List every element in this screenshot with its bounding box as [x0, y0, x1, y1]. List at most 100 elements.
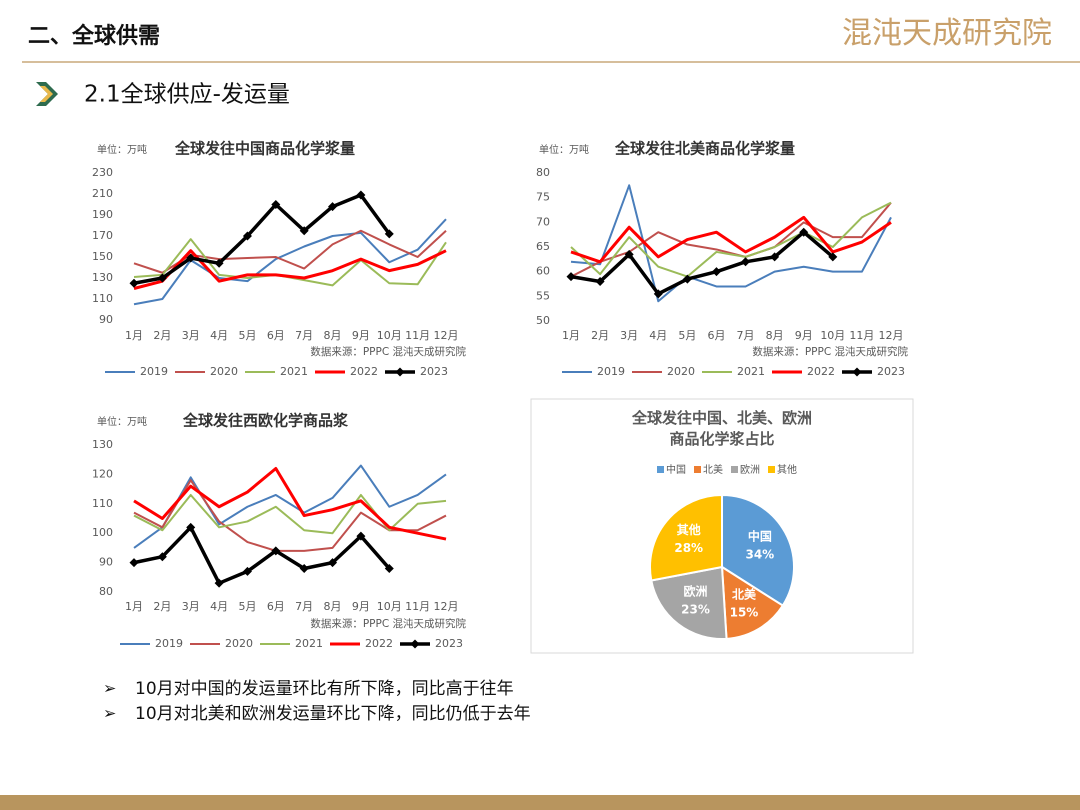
- legend-swatch: [768, 466, 775, 473]
- point-marker: [157, 273, 167, 283]
- x-tick-label: 7月: [737, 329, 755, 342]
- point-marker: [828, 252, 838, 262]
- series-line: [570, 230, 834, 296]
- legend-label: 2019: [155, 637, 183, 650]
- y-tick-label: 130: [92, 438, 113, 451]
- x-tick-label: 9月: [352, 600, 370, 613]
- x-tick-label: 5月: [238, 329, 256, 342]
- y-tick-label: 55: [536, 289, 550, 302]
- point-marker: [384, 563, 394, 573]
- legend-swatch: [657, 466, 664, 473]
- series-line: [133, 525, 391, 585]
- point-marker: [299, 226, 309, 236]
- series-line: [133, 193, 391, 285]
- legend-swatch: [731, 466, 738, 473]
- point-marker: [566, 272, 576, 282]
- series-line: [570, 201, 892, 278]
- pie-frame: [530, 398, 914, 654]
- legend-label: 2023: [420, 365, 448, 378]
- series-line: [570, 184, 892, 303]
- point-marker: [328, 202, 338, 212]
- point-marker: [328, 558, 338, 568]
- x-tick-label: 7月: [295, 329, 313, 342]
- x-tick-label: 3月: [182, 600, 200, 613]
- pie-slice: [720, 565, 785, 640]
- legend-label: 2019: [597, 365, 625, 378]
- x-tick-label: 8月: [324, 600, 342, 613]
- x-tick-label: 6月: [267, 600, 285, 613]
- point-marker: [271, 546, 281, 556]
- y-tick-label: 110: [92, 497, 113, 510]
- y-tick-label: 110: [92, 292, 113, 305]
- slice-value: 28%: [674, 541, 703, 555]
- legend-marker: [852, 367, 862, 377]
- chart-title: 全球发往西欧化学商品浆: [182, 412, 349, 430]
- unit-label: 单位：万吨: [539, 143, 589, 156]
- y-tick-label: 230: [92, 166, 113, 179]
- x-tick-label: 2月: [153, 329, 171, 342]
- point-marker: [157, 552, 167, 562]
- point-marker: [799, 227, 809, 237]
- x-tick-label: 12月: [879, 329, 904, 342]
- y-tick-label: 60: [536, 265, 550, 278]
- y-tick-label: 65: [536, 240, 550, 253]
- x-tick-label: 11月: [405, 329, 430, 342]
- legend-label: 2021: [280, 365, 308, 378]
- y-tick-label: 190: [92, 208, 113, 221]
- point-marker: [711, 267, 721, 277]
- x-tick-label: 8月: [766, 329, 784, 342]
- point-marker: [214, 578, 224, 588]
- point-marker: [242, 231, 252, 241]
- source-note: 数据来源：PPPC 混沌天成研究院: [752, 345, 908, 358]
- series-line: [133, 493, 447, 535]
- unit-label: 单位：万吨: [97, 143, 147, 156]
- series-line: [133, 479, 447, 552]
- x-tick-label: 1月: [125, 329, 143, 342]
- header-title: 二、全球供需: [28, 23, 160, 49]
- section-title: 2.1全球供应-发运量: [84, 82, 290, 108]
- x-tick-label: 5月: [678, 329, 696, 342]
- slice-name: 其他: [677, 522, 701, 537]
- slice-value: 34%: [745, 548, 774, 562]
- point-marker: [186, 253, 196, 263]
- legend-label: 2021: [737, 365, 765, 378]
- chevron-inner: [40, 86, 53, 102]
- point-marker: [299, 563, 309, 573]
- bullet: 10月对北美和欧洲发运量环比下降，同比仍低于去年: [135, 704, 531, 724]
- y-tick-label: 170: [92, 229, 113, 242]
- y-tick-label: 75: [536, 191, 550, 204]
- logo: 混沌天成研究院: [842, 16, 1052, 51]
- point-marker: [595, 277, 605, 287]
- point-marker: [770, 252, 780, 262]
- legend-label: 2020: [210, 365, 238, 378]
- point-marker: [384, 229, 394, 239]
- slice-name: 北美: [732, 587, 757, 602]
- legend-label: 2020: [667, 365, 695, 378]
- chart-title: 全球发往中国商品化学浆量: [174, 140, 355, 158]
- series-line: [133, 218, 447, 306]
- series-line: [133, 249, 447, 290]
- x-tick-label: 12月: [434, 329, 459, 342]
- slice-value: 15%: [730, 606, 759, 620]
- chart-title: 全球发往北美商品化学浆量: [614, 140, 795, 158]
- y-tick-label: 100: [92, 526, 113, 539]
- legend-label: 欧洲: [740, 464, 760, 476]
- pie-slice: [649, 493, 723, 582]
- x-tick-label: 6月: [267, 329, 285, 342]
- point-marker: [214, 258, 224, 268]
- series-line: [133, 467, 447, 541]
- legend-label: 2022: [365, 637, 393, 650]
- point-marker: [186, 522, 196, 532]
- legend-label: 2019: [140, 365, 168, 378]
- x-tick-label: 3月: [182, 329, 200, 342]
- bullet-icon: ➢: [103, 704, 116, 723]
- x-tick-label: 1月: [125, 600, 143, 613]
- x-tick-label: 6月: [707, 329, 725, 342]
- y-tick-label: 90: [99, 556, 113, 569]
- y-tick-label: 150: [92, 250, 113, 263]
- x-tick-label: 4月: [210, 600, 228, 613]
- source-note: 数据来源：PPPC 混沌天成研究院: [310, 617, 466, 630]
- series-line: [570, 201, 892, 278]
